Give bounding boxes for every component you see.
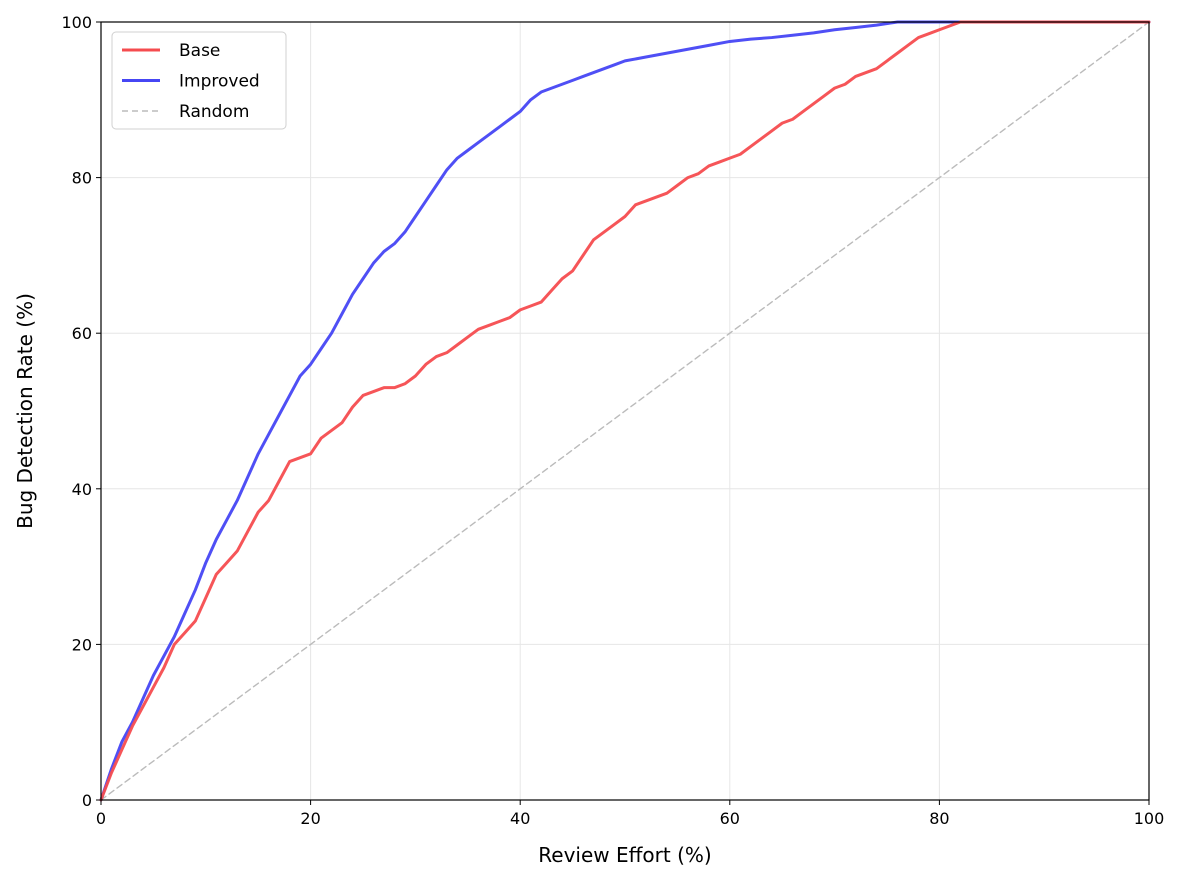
y-tick-label-3: 60 <box>72 324 92 343</box>
series-line-base <box>99 20 1151 802</box>
y-axis-title: Bug Detection Rate (%) <box>13 293 37 529</box>
x-tick-label-2: 40 <box>510 809 530 828</box>
x-tick-label-1: 20 <box>300 809 320 828</box>
axis-ticks: 0 20 40 60 80 100 0 20 40 60 80 100 <box>61 13 1164 828</box>
legend-label-improved: Improved <box>179 72 260 92</box>
series-layer <box>99 20 1151 802</box>
legend-label-random: Random <box>179 102 249 122</box>
y-tick-label-5: 100 <box>61 13 92 32</box>
x-axis-title: Review Effort (%) <box>538 843 711 867</box>
series-line-improved <box>99 20 1151 802</box>
x-tick-label-0: 0 <box>96 809 106 828</box>
y-tick-label-4: 80 <box>72 169 92 188</box>
y-tick-label-2: 40 <box>72 480 92 499</box>
legend: Base Improved Random <box>111 31 287 130</box>
legend-box <box>111 31 287 130</box>
x-tick-label-4: 80 <box>929 809 949 828</box>
y-tick-label-1: 20 <box>72 635 92 654</box>
legend-label-base: Base <box>179 41 220 61</box>
x-tick-label-3: 60 <box>720 809 740 828</box>
y-tick-label-0: 0 <box>82 791 92 810</box>
plot-frame <box>100 21 1150 801</box>
x-tick-label-5: 100 <box>1134 809 1165 828</box>
series-line-random <box>100 21 1150 801</box>
